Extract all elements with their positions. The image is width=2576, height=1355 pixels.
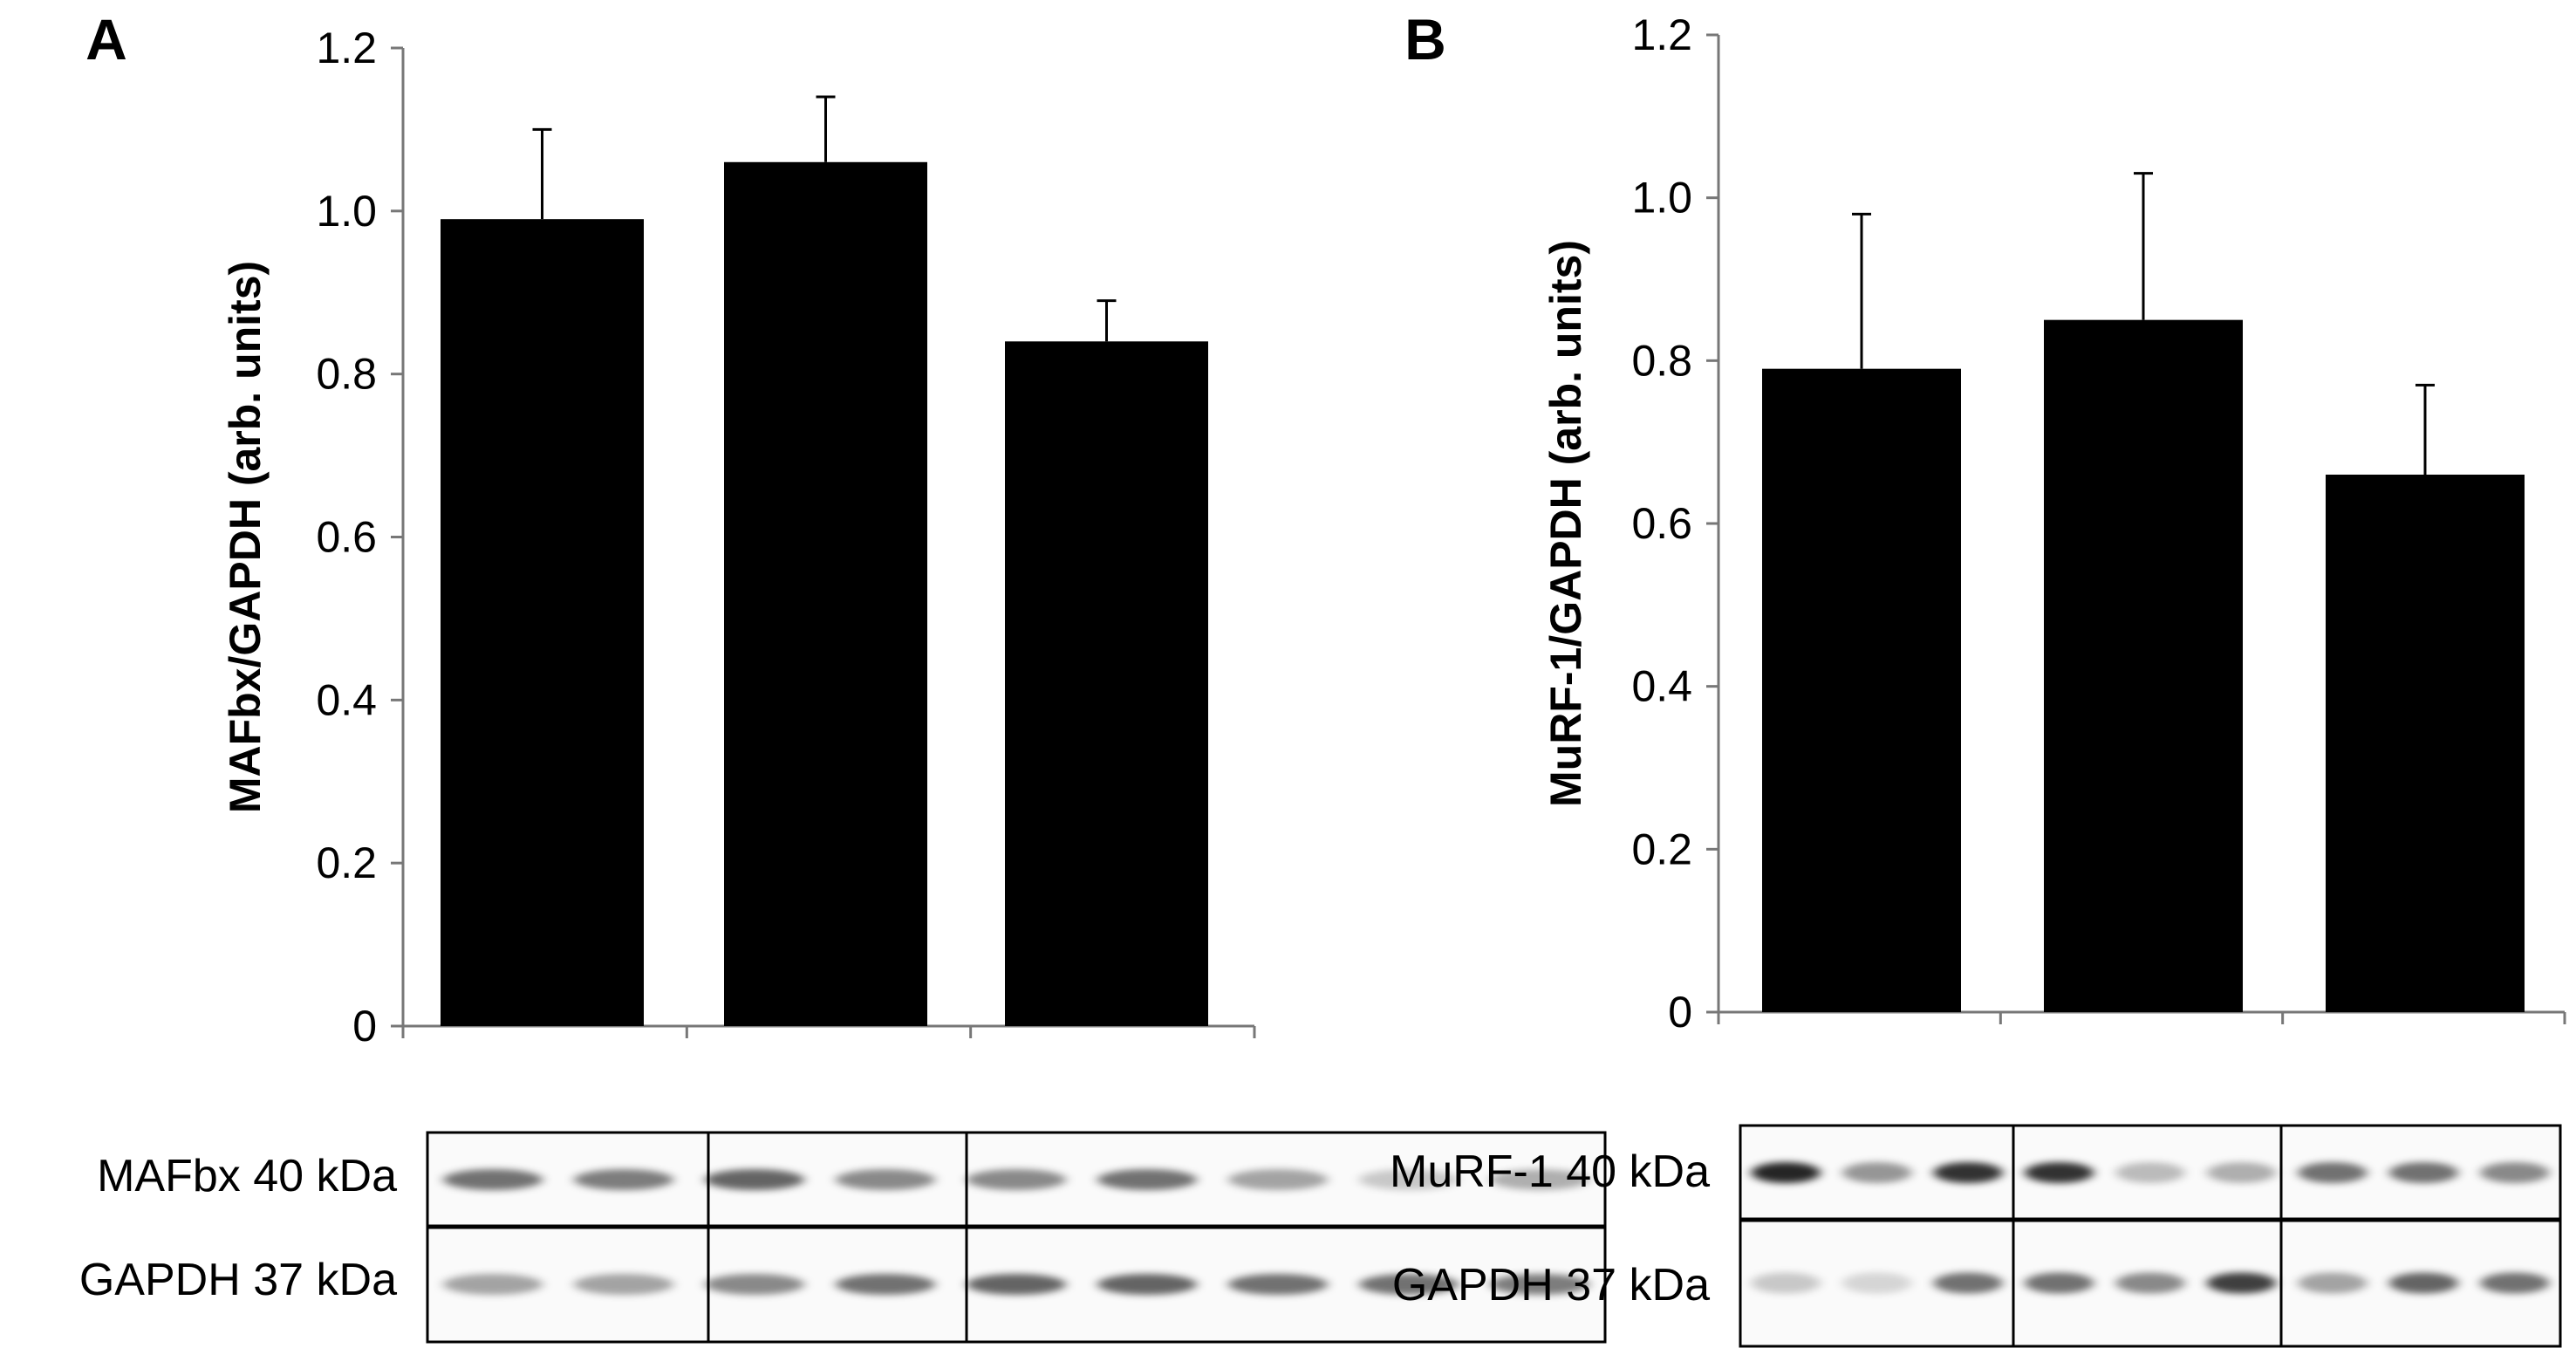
y-tick-label: 1.0 bbox=[316, 187, 377, 236]
blot-band bbox=[1751, 1162, 1821, 1183]
blot-frame bbox=[1739, 1124, 2562, 1348]
blot-band bbox=[2024, 1162, 2094, 1183]
blot-band bbox=[1359, 1274, 1459, 1295]
blot-band bbox=[2388, 1162, 2459, 1183]
blot-band bbox=[705, 1169, 804, 1190]
bar bbox=[2044, 319, 2243, 1013]
y-tick-label: 0.2 bbox=[316, 838, 377, 887]
western-blot bbox=[1739, 1124, 2562, 1348]
panel-a: A MAFbx/GAPDH (arb. units) 0 0.2 0.4 0.6 0.8 1.… bbox=[79, 7, 1607, 1344]
blot-band bbox=[2115, 1162, 2185, 1183]
panel-letter: A bbox=[85, 7, 127, 72]
blot-band bbox=[574, 1169, 673, 1190]
blot-band bbox=[443, 1169, 543, 1190]
bar bbox=[724, 161, 927, 1027]
blot-band bbox=[1228, 1274, 1328, 1295]
blot-band bbox=[2115, 1272, 2185, 1294]
y-tick-label: 0.4 bbox=[1631, 662, 1692, 711]
blot-band bbox=[1933, 1272, 2003, 1294]
y-tick-label: 0.4 bbox=[316, 675, 377, 724]
blot-band bbox=[1841, 1272, 1912, 1294]
blot-frame bbox=[426, 1131, 1607, 1344]
bar bbox=[2326, 475, 2525, 1012]
blot-band bbox=[1933, 1162, 2003, 1183]
y-tick-label: 0.8 bbox=[316, 350, 377, 399]
blot-band bbox=[2206, 1272, 2277, 1294]
blot-band bbox=[836, 1169, 935, 1190]
blot-band bbox=[443, 1274, 543, 1295]
y-tick-label: 0.6 bbox=[316, 513, 377, 562]
y-tick-label: 1.2 bbox=[316, 24, 377, 72]
blot-band bbox=[1359, 1169, 1459, 1190]
blot-band bbox=[2298, 1162, 2368, 1183]
blot-band bbox=[2480, 1162, 2550, 1183]
blot-band bbox=[574, 1274, 673, 1295]
blot-band bbox=[1490, 1169, 1589, 1190]
blot-label: GAPDH 37 kDa bbox=[1392, 1260, 1710, 1311]
blot-band bbox=[1097, 1274, 1197, 1295]
y-tick-label: 0 bbox=[352, 1002, 377, 1050]
y-axis-title: MuRF-1/GAPDH (arb. units) bbox=[1541, 240, 1590, 807]
blot-band bbox=[1228, 1169, 1328, 1190]
y-tick-label: 1.0 bbox=[1631, 174, 1692, 222]
blot-band bbox=[1490, 1274, 1589, 1295]
blot-band bbox=[705, 1274, 804, 1295]
blot-band bbox=[2480, 1272, 2550, 1294]
y-tick-label: 0.2 bbox=[1631, 825, 1692, 873]
blot-label: MuRF-1 40 kDa bbox=[1390, 1146, 1710, 1197]
blot-band bbox=[2298, 1272, 2368, 1294]
panel-b: B MuRF-1/GAPDH (arb. units) 0 0.2 0.4 0.6 0.8 1… bbox=[1390, 7, 2566, 1348]
y-tick-label: 0.6 bbox=[1631, 499, 1692, 548]
blot-band bbox=[967, 1169, 1066, 1190]
blot-band bbox=[1751, 1272, 1821, 1294]
blot-band bbox=[836, 1274, 935, 1295]
bar bbox=[1005, 341, 1208, 1026]
y-axis-title: MAFbx/GAPDH (arb. units) bbox=[221, 261, 270, 813]
blot-band bbox=[1097, 1169, 1197, 1190]
panel-letter: B bbox=[1404, 7, 1446, 72]
blot-label: MAFbx 40 kDa bbox=[97, 1151, 397, 1201]
blot-band bbox=[2388, 1272, 2459, 1294]
blot-band bbox=[1841, 1162, 1912, 1183]
y-tick-label: 0.8 bbox=[1631, 336, 1692, 385]
blot-band bbox=[967, 1274, 1066, 1295]
blot-band bbox=[2024, 1272, 2094, 1294]
y-tick-label: 1.2 bbox=[1631, 10, 1692, 59]
western-blot bbox=[426, 1131, 1607, 1344]
bar bbox=[441, 219, 644, 1027]
bar bbox=[1762, 368, 1961, 1013]
blot-label: GAPDH 37 kDa bbox=[79, 1255, 397, 1305]
blot-band bbox=[2206, 1162, 2277, 1183]
y-tick-label: 0 bbox=[1668, 988, 1692, 1037]
